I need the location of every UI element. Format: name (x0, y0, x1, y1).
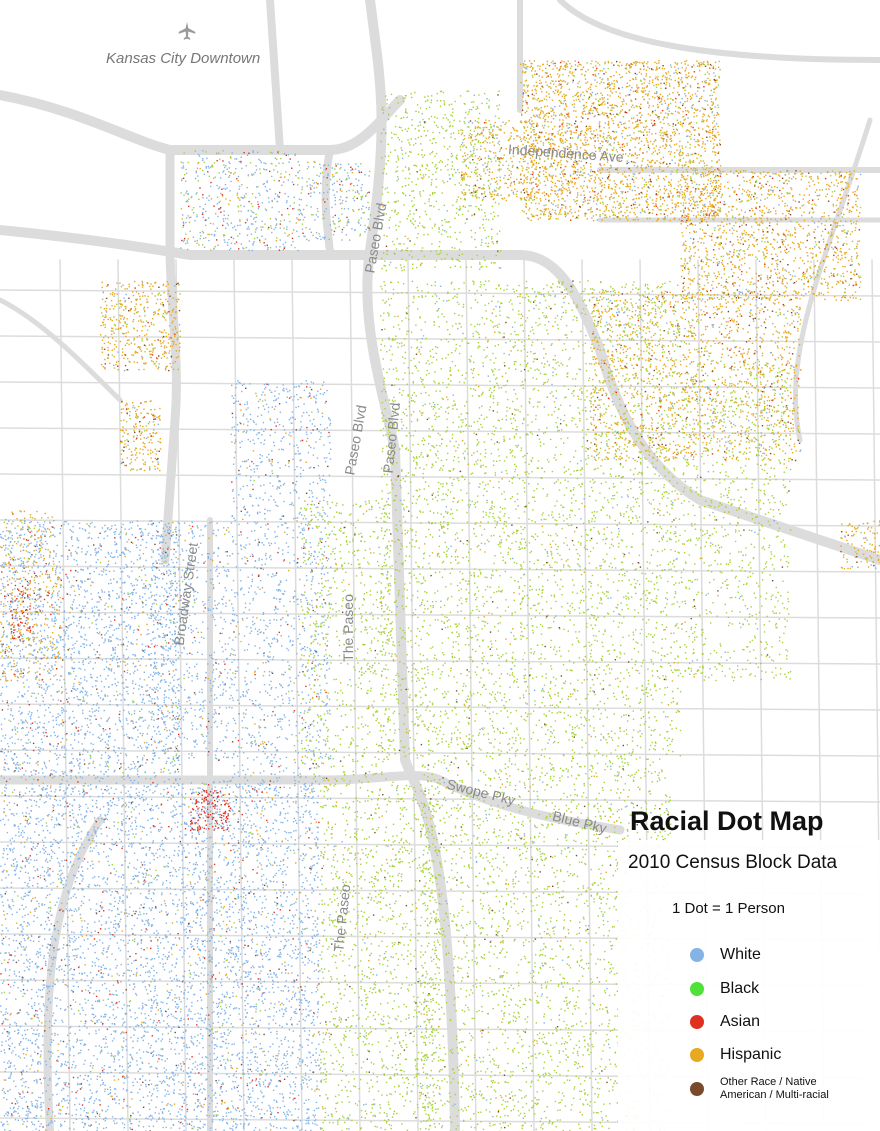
road (0, 565, 880, 573)
legend-label-hispanic: Hispanic (720, 1046, 781, 1064)
road (0, 289, 880, 297)
road (0, 297, 123, 403)
legend-scale: 1 Dot = 1 Person (672, 900, 785, 917)
road (0, 335, 880, 343)
legend-swatch-hispanic (690, 1048, 704, 1062)
road (0, 427, 880, 435)
road (523, 259, 535, 1131)
road (266, 0, 284, 154)
legend-title: Racial Dot Map (630, 806, 824, 837)
road (0, 795, 880, 803)
road (349, 259, 361, 1131)
road (291, 259, 303, 1131)
legend-label-asian: Asian (720, 1013, 760, 1031)
airplane-icon (178, 21, 196, 40)
road-label-the-paseo-mid: The Paseo (340, 594, 356, 662)
road (871, 259, 880, 1023)
legend-label-other: Other Race / Native American / Multi-rac… (720, 1076, 840, 1102)
road (59, 259, 71, 1131)
road (160, 145, 181, 565)
legend-swatch-asian (690, 1015, 704, 1029)
place-label-downtown: Kansas City Downtown (106, 50, 260, 67)
legend-swatch-black (690, 982, 704, 996)
legend-panel (618, 840, 880, 1131)
road (0, 90, 405, 155)
road (233, 259, 245, 1131)
road (557, 0, 880, 63)
legend-swatch-other (690, 1082, 704, 1096)
road (0, 703, 880, 711)
road (0, 611, 880, 619)
road (0, 749, 880, 757)
road (321, 146, 334, 259)
legend-label-white: White (720, 946, 761, 964)
road (0, 473, 880, 481)
legend-label-black: Black (720, 980, 759, 998)
road (175, 259, 187, 1131)
road (0, 381, 880, 389)
road (0, 657, 880, 665)
road (0, 225, 880, 565)
road (0, 519, 880, 527)
road (117, 259, 129, 1131)
legend-swatch-white (690, 948, 704, 962)
road (581, 259, 593, 1131)
road (362, 0, 460, 1131)
road (0, 771, 625, 835)
road (407, 259, 419, 1131)
legend-subtitle: 2010 Census Block Data (628, 852, 837, 874)
population-dots (0, 60, 880, 1131)
